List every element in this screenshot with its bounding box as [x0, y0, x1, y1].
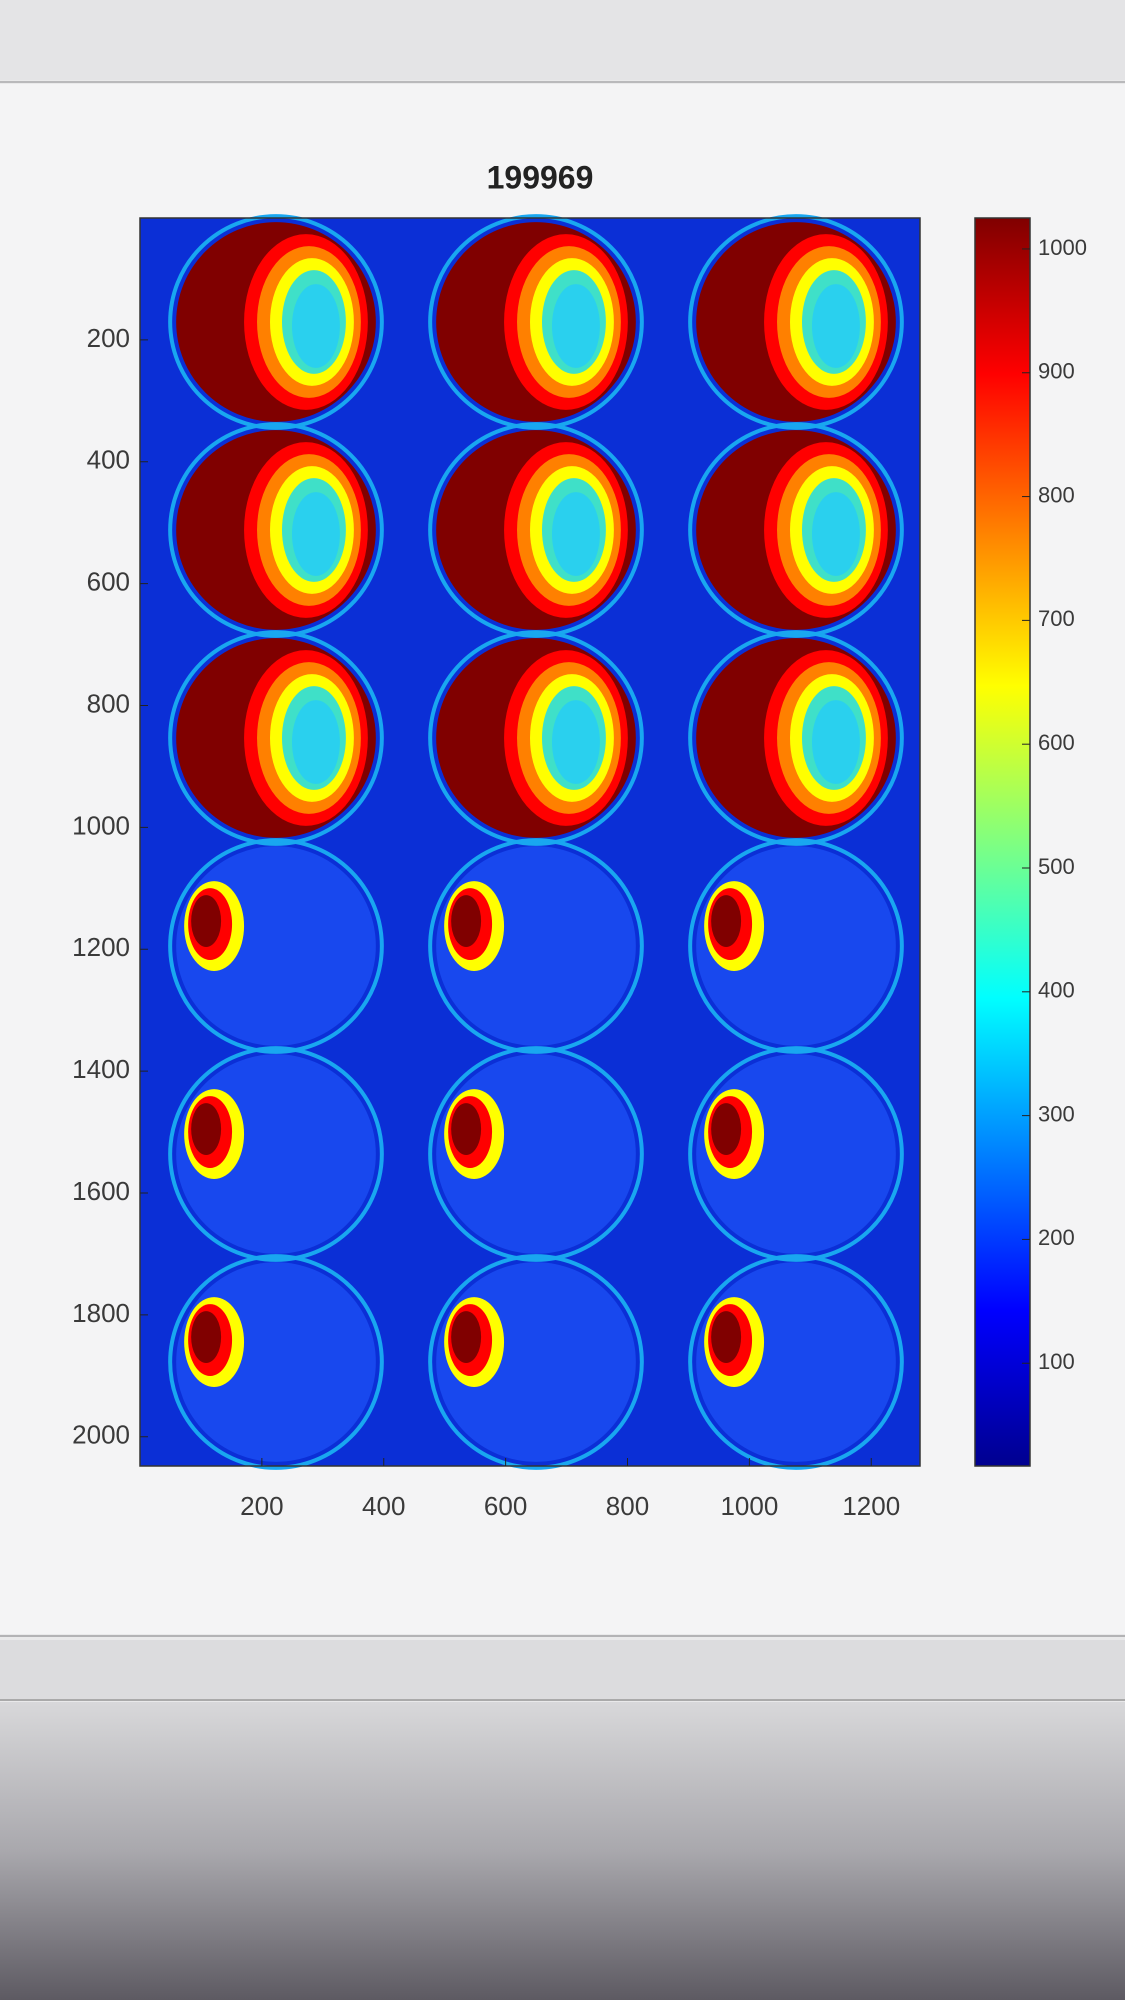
desk-area — [0, 1702, 1125, 2000]
tile-rim — [168, 214, 384, 430]
image-tile — [428, 422, 644, 638]
tile-rim — [688, 838, 904, 1054]
tile-region — [191, 895, 222, 947]
tile-rim — [428, 214, 644, 430]
tile-region — [711, 895, 742, 947]
tile-region — [811, 284, 860, 368]
x-tick-label: 1000 — [720, 1491, 778, 1521]
image-tile — [168, 214, 384, 430]
tile-region — [191, 1103, 222, 1155]
image-tile — [428, 214, 644, 430]
y-tick-label: 1000 — [72, 810, 130, 840]
colorbar-tick-label: 500 — [1038, 854, 1075, 879]
y-tick-label: 1400 — [72, 1054, 130, 1084]
y-tick-label: 200 — [87, 323, 130, 353]
image-tile — [688, 214, 904, 430]
image-tile — [428, 630, 644, 846]
image-tile — [688, 422, 904, 638]
y-tick-label: 600 — [87, 567, 130, 597]
x-tick-label: 600 — [484, 1491, 527, 1521]
image-tile — [688, 1254, 904, 1470]
axes-frame — [139, 217, 921, 1467]
image-tile — [688, 1046, 904, 1262]
colorbar-tick-label: 600 — [1038, 730, 1075, 755]
tile-rim — [688, 1046, 904, 1262]
tile-region — [451, 895, 482, 947]
colorbar — [974, 217, 1031, 1467]
tile-rim — [428, 422, 644, 638]
image-tile — [168, 838, 384, 1054]
tile-rim — [168, 630, 384, 846]
image-tile — [168, 1254, 384, 1470]
image-tile — [168, 422, 384, 638]
y-tick-label: 800 — [87, 688, 130, 718]
y-tick-label: 400 — [87, 445, 130, 475]
image-tile — [428, 838, 644, 1054]
image-tile — [168, 1046, 384, 1262]
tile-region — [551, 700, 600, 784]
tile-region — [711, 1103, 742, 1155]
image-tile — [168, 630, 384, 846]
tile-region — [551, 492, 600, 576]
colorbar-tick-label: 100 — [1038, 1349, 1075, 1374]
y-tick-label: 1600 — [72, 1176, 130, 1206]
tile-rim — [428, 1254, 644, 1470]
colorbar-tick-label: 200 — [1038, 1225, 1075, 1250]
tile-rim — [688, 630, 904, 846]
tile-region — [451, 1311, 482, 1363]
tile-rim — [168, 838, 384, 1054]
image-tile — [428, 1254, 644, 1470]
image-tile — [688, 630, 904, 846]
y-tick-label: 1800 — [72, 1298, 130, 1328]
tile-region — [711, 1311, 742, 1363]
tile-region — [291, 492, 340, 576]
tile-region — [291, 700, 340, 784]
status-bar — [0, 1640, 1125, 1700]
colorbar-tick-label: 1000 — [1038, 235, 1087, 260]
tile-rim — [428, 630, 644, 846]
tile-region — [191, 1311, 222, 1363]
tile-region — [451, 1103, 482, 1155]
tile-rim — [168, 1254, 384, 1470]
tile-region — [811, 700, 860, 784]
tile-rim — [428, 1046, 644, 1262]
image-tile — [688, 838, 904, 1054]
image-tile — [428, 1046, 644, 1262]
colorbar-tick-label: 800 — [1038, 482, 1075, 507]
tile-rim — [428, 838, 644, 1054]
x-tick-label: 400 — [362, 1491, 405, 1521]
tile-rim — [688, 214, 904, 430]
tile-rim — [688, 422, 904, 638]
colorbar-tick-label: 400 — [1038, 978, 1075, 1003]
plot: 200 400 600 800 1000 1200 200 400 600 800 1000 1200… — [72, 214, 1087, 1521]
colorbar-tick-label: 900 — [1038, 359, 1075, 384]
tile-rim — [688, 1254, 904, 1470]
tile-region — [291, 284, 340, 368]
x-tick-label: 200 — [240, 1491, 283, 1521]
tile-rim — [168, 1046, 384, 1262]
window-bar — [0, 0, 1125, 80]
y-tick-label: 1200 — [72, 932, 130, 962]
y-tick-label: 2000 — [72, 1420, 130, 1450]
chart-title: 199969 — [487, 159, 594, 195]
colorbar-tick-label: 700 — [1038, 606, 1075, 631]
x-tick-label: 800 — [606, 1491, 649, 1521]
tile-region — [551, 284, 600, 368]
colorbar-tick-label: 300 — [1038, 1101, 1075, 1126]
tile-rim — [168, 422, 384, 638]
tile-region — [811, 492, 860, 576]
x-tick-label: 1200 — [842, 1491, 900, 1521]
